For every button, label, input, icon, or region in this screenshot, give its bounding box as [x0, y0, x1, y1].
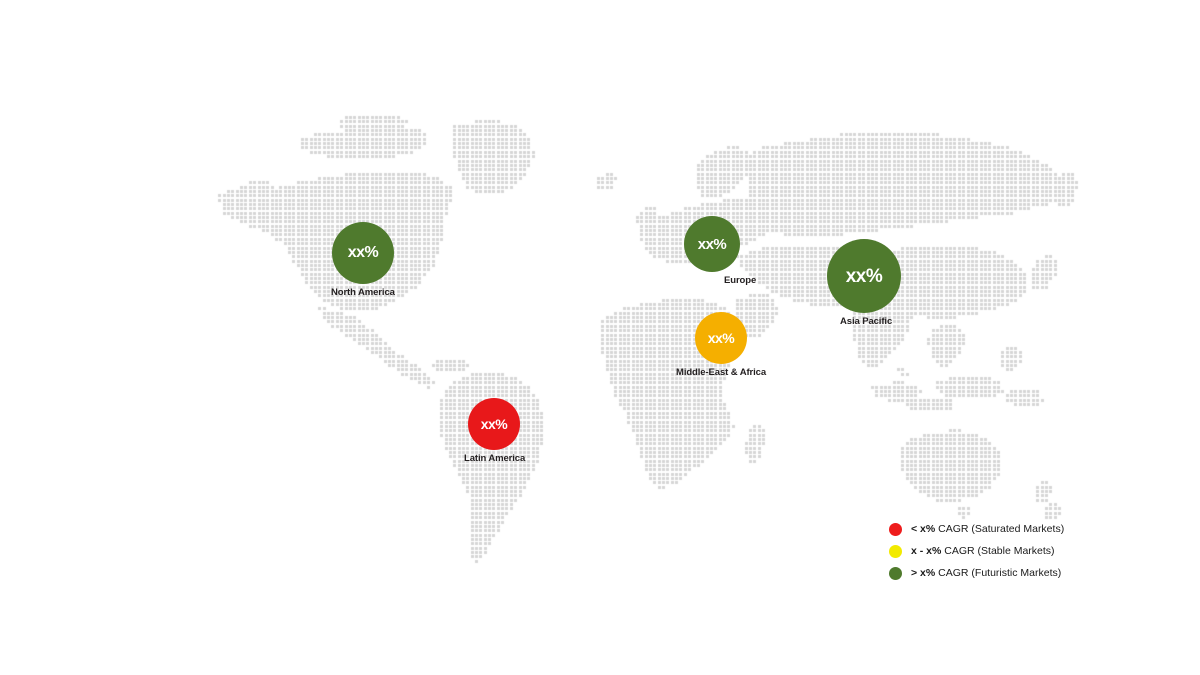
region-bubble-middle-east-africa[interactable]: xx%: [695, 312, 747, 364]
region-label: Latin America: [464, 453, 526, 464]
region-bubble-latin-america[interactable]: xx%: [468, 398, 520, 450]
region-value: xx%: [697, 235, 727, 253]
region-bubble-europe[interactable]: xx%: [684, 216, 740, 272]
region-label: Middle-East & Africa: [676, 367, 767, 378]
legend-dot-saturated-icon: [889, 522, 902, 536]
region-value: xx%: [480, 416, 508, 432]
legend-item-futuristic[interactable]: > x% CAGR (Futuristic Markets): [889, 562, 1099, 584]
legend-dot-futuristic-icon: [889, 566, 902, 580]
legend-dot-stable-icon: [889, 544, 902, 558]
region-value: xx%: [707, 330, 735, 346]
legend-item-saturated[interactable]: < x% CAGR (Saturated Markets): [889, 518, 1099, 540]
region-label: Asia Pacific: [840, 316, 893, 327]
legend-item-stable[interactable]: x - x% CAGR (Stable Markets): [889, 540, 1099, 562]
legend-label: > x% CAGR (Futuristic Markets): [911, 567, 1062, 579]
legend: < x% CAGR (Saturated Markets) x - x% CAGR…: [889, 518, 1099, 584]
region-value: xx%: [845, 265, 883, 287]
region-label: North America: [331, 287, 395, 298]
region-bubble-asia-pacific[interactable]: xx%: [827, 239, 901, 313]
legend-label: < x% CAGR (Saturated Markets): [911, 523, 1065, 535]
region-value: xx%: [347, 244, 379, 261]
region-bubble-north-america[interactable]: xx%: [332, 222, 394, 284]
legend-label: x - x% CAGR (Stable Markets): [911, 545, 1055, 557]
region-label: Europe: [724, 275, 757, 286]
